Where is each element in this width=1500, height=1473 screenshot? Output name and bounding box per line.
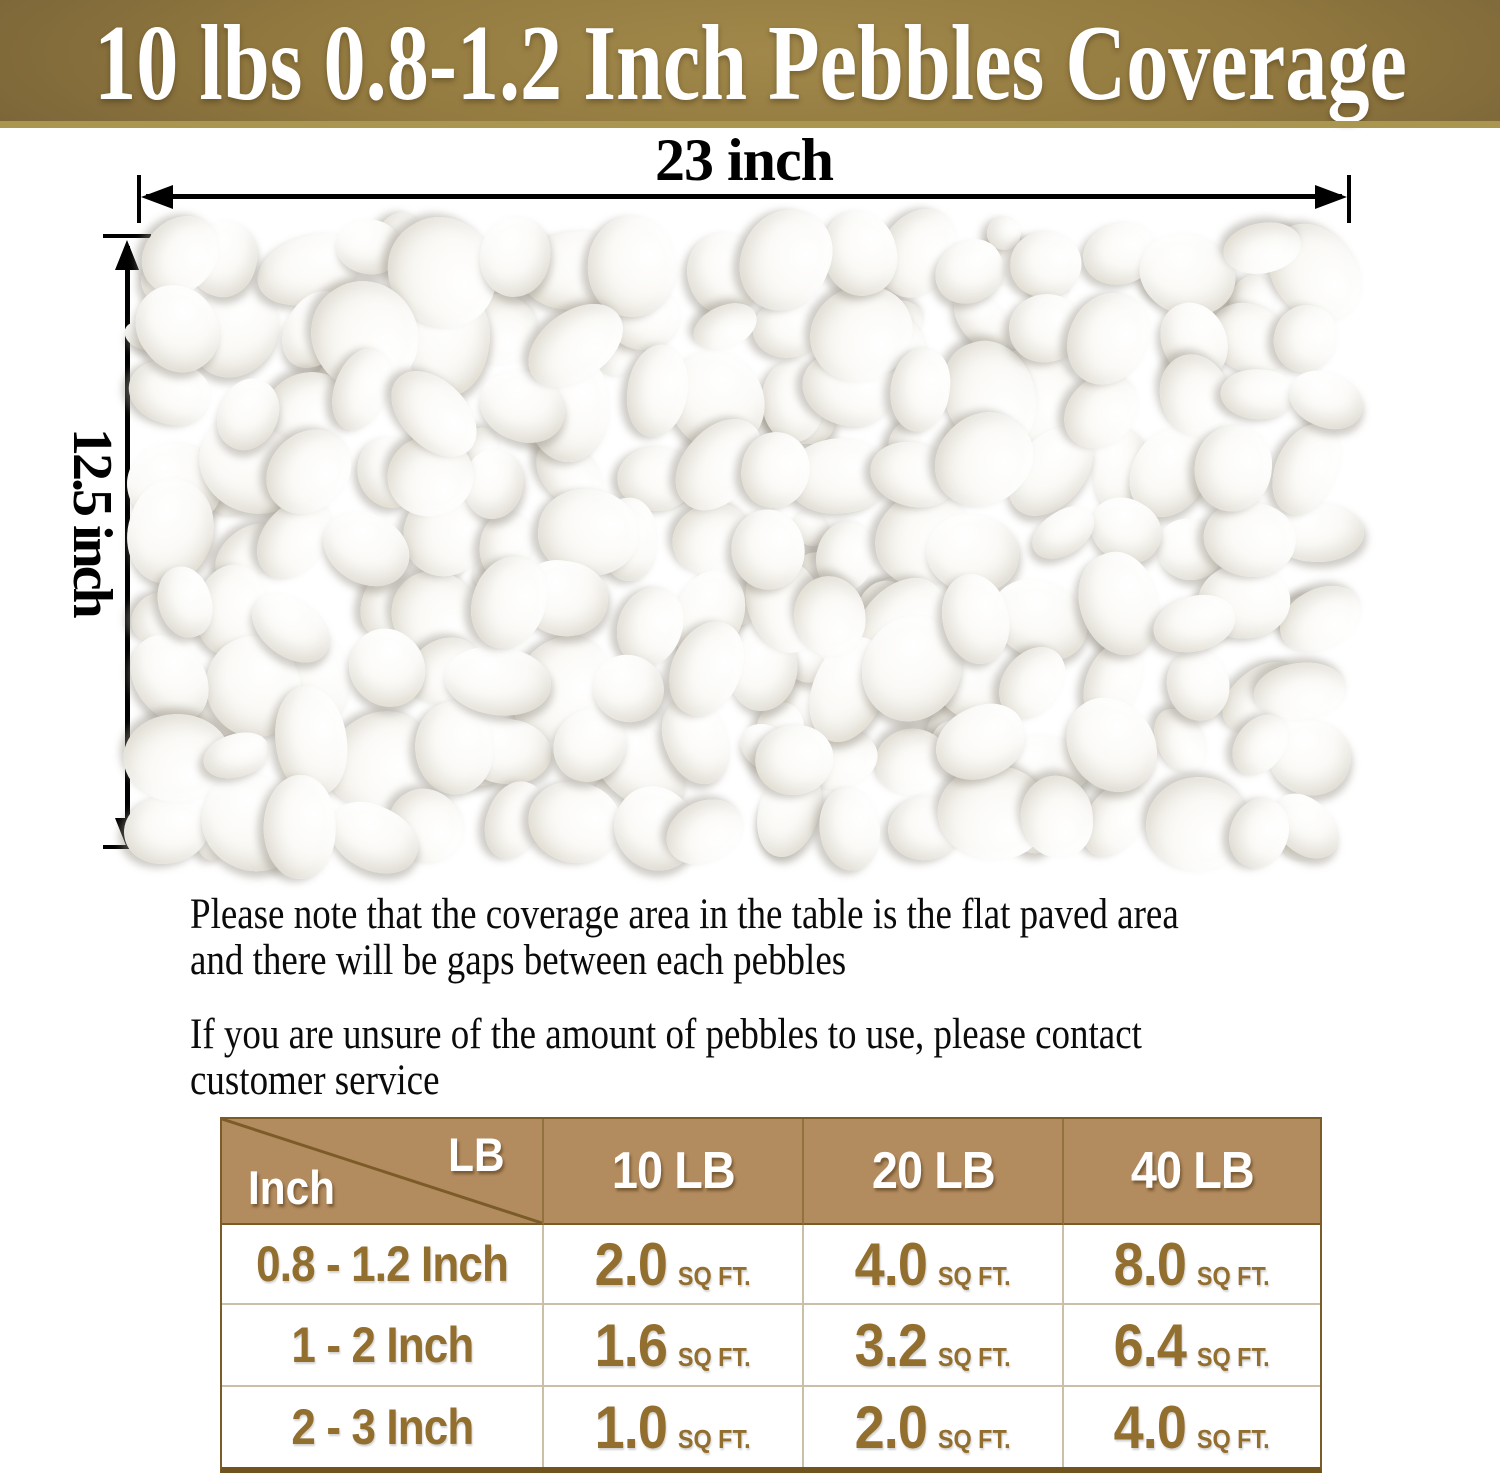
notes-section: Please note that the coverage area in th… — [190, 892, 1450, 1132]
table-value-cell: 6.4 SQ FT. — [1064, 1305, 1320, 1387]
pebble — [1009, 230, 1083, 299]
pebble — [685, 293, 764, 360]
width-dimension-tick-left — [137, 175, 141, 223]
pebble — [812, 783, 886, 876]
row-label: 2 - 3 Inch — [222, 1387, 544, 1467]
table-value-cell: 1.0 SQ FT. — [544, 1387, 804, 1467]
height-dimension-label: 12.5 inch — [61, 428, 123, 616]
note-coverage-area: Please note that the coverage area in th… — [190, 892, 1450, 984]
pebble — [1280, 360, 1372, 440]
corner-label-inch: Inch — [248, 1161, 335, 1214]
note-line: customer service — [190, 1057, 440, 1104]
table-value-cell: 4.0 SQ FT. — [804, 1225, 1064, 1305]
width-dimension-tick-right — [1347, 175, 1351, 223]
table-value-cell: 3.2 SQ FT. — [804, 1305, 1064, 1387]
page-title: 10 lbs 0.8-1.2 Inch Pebbles Coverage — [93, 4, 1407, 123]
table-value-cell: 4.0 SQ FT. — [1064, 1387, 1320, 1467]
arrow-right-icon — [1315, 185, 1347, 209]
column-header-40lb: 40 LB — [1064, 1119, 1320, 1225]
table-value-cell: 2.0 SQ FT. — [544, 1225, 804, 1305]
column-header-10lb: 10 LB — [544, 1119, 804, 1225]
table-value-cell: 8.0 SQ FT. — [1064, 1225, 1320, 1305]
title-banner: 10 lbs 0.8-1.2 Inch Pebbles Coverage — [0, 0, 1500, 128]
pebble — [1192, 423, 1274, 514]
banner-bottom-strip — [0, 121, 1500, 128]
pebble — [587, 215, 677, 317]
note-line: and there will be gaps between each pebb… — [190, 937, 847, 984]
row-label: 1 - 2 Inch — [222, 1305, 544, 1387]
table-value-cell: 2.0 SQ FT. — [804, 1387, 1064, 1467]
column-header-20lb: 20 LB — [804, 1119, 1064, 1225]
note-contact-service: If you are unsure of the amount of pebbl… — [190, 1012, 1450, 1104]
corner-label-lb: LB — [448, 1128, 505, 1181]
width-dimension-line — [146, 194, 1342, 199]
width-dimension-label: 23 inch — [654, 127, 834, 193]
row-label: 0.8 - 1.2 Inch — [222, 1225, 544, 1305]
pebble — [1218, 366, 1297, 423]
table-value-cell: 1.6 SQ FT. — [544, 1305, 804, 1387]
table-corner-cell: LB Inch — [222, 1119, 544, 1225]
height-dimension-tick-top — [103, 234, 151, 238]
coverage-table: LB Inch 10 LB 20 LB 40 LB 0.8 - 1.2 Inch… — [220, 1117, 1322, 1473]
corner-diagonal-line — [222, 1119, 542, 1223]
note-line: Please note that the coverage area in th… — [190, 891, 1179, 938]
pebble — [263, 774, 336, 879]
arrow-up-icon — [115, 240, 139, 270]
arrow-left-icon — [141, 185, 173, 209]
pebble-photo — [114, 194, 1379, 887]
note-line: If you are unsure of the amount of pebbl… — [190, 1011, 1142, 1058]
pebble — [1064, 541, 1174, 667]
